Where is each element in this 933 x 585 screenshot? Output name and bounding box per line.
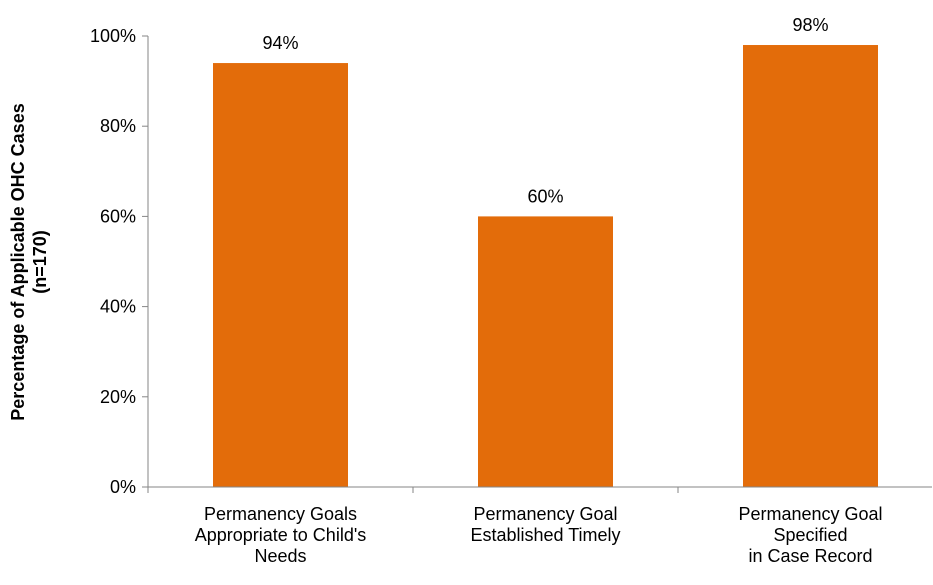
data-labels: 94% 60% 98% xyxy=(262,15,828,206)
y-tick-label: 20% xyxy=(100,387,136,407)
y-tick-label: 60% xyxy=(100,206,136,226)
y-axis-ticks: 0% 20% 40% 60% 80% 100% xyxy=(90,26,148,497)
y-axis-title: Percentage of Applicable OHC Cases (n=170… xyxy=(8,103,50,420)
y-axis-title-line: Percentage of Applicable OHC Cases xyxy=(8,103,28,420)
category-label-line: Specified xyxy=(773,525,847,545)
data-label: 98% xyxy=(792,15,828,35)
y-tick-label: 0% xyxy=(110,477,136,497)
y-tick-label: 40% xyxy=(100,297,136,317)
category-label-line: Established Timely xyxy=(470,525,620,545)
category-label-line: in Case Record xyxy=(748,546,872,566)
bar xyxy=(743,45,878,488)
y-tick-label: 100% xyxy=(90,26,136,46)
category-label: Permanency Goal Specified in Case Record xyxy=(738,504,882,566)
category-label-line: Permanency Goal xyxy=(473,504,617,524)
axes xyxy=(147,36,932,493)
category-label-line: Appropriate to Child's xyxy=(195,525,367,545)
y-axis-title-line: (n=170) xyxy=(30,230,50,294)
y-axis-title-text: Percentage of Applicable OHC Cases (n=170… xyxy=(8,103,50,420)
data-label: 60% xyxy=(527,186,563,206)
data-label: 94% xyxy=(262,33,298,53)
category-label: Permanency Goals Appropriate to Child's Ne… xyxy=(195,504,367,566)
category-label-line: Needs xyxy=(254,546,306,566)
bar xyxy=(213,63,348,488)
category-label: Permanency Goal Established Timely xyxy=(470,504,620,545)
bar xyxy=(478,216,613,487)
y-tick-label: 80% xyxy=(100,116,136,136)
bars xyxy=(213,45,878,488)
category-label-line: Permanency Goal xyxy=(738,504,882,524)
category-label-line: Permanency Goals xyxy=(204,504,357,524)
category-labels: Permanency Goals Appropriate to Child's Ne… xyxy=(195,504,883,566)
